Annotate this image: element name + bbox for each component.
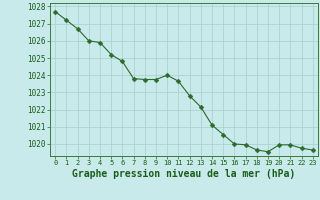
X-axis label: Graphe pression niveau de la mer (hPa): Graphe pression niveau de la mer (hPa) <box>72 169 296 179</box>
